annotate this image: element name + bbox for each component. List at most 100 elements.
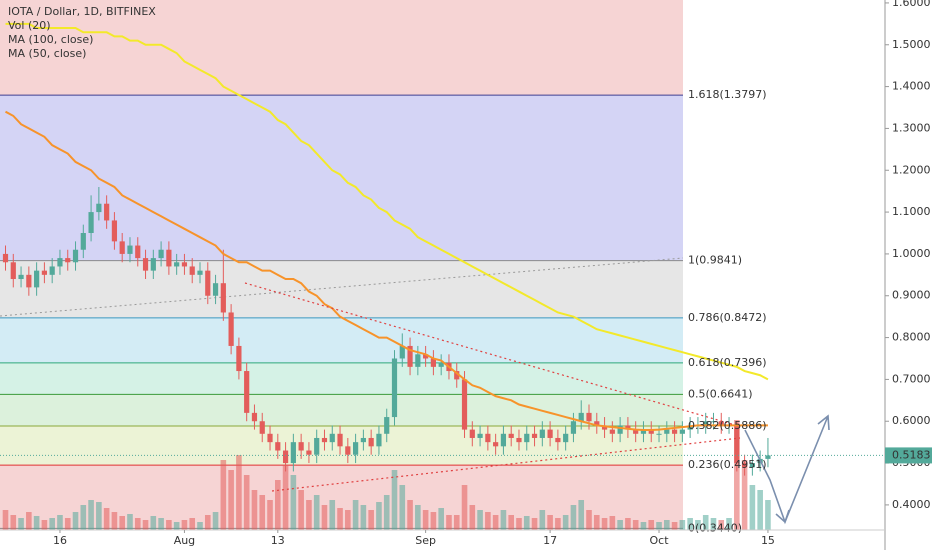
volume-bar: [88, 500, 94, 530]
volume-bar: [601, 518, 608, 530]
candle-body: [524, 433, 530, 443]
candle-body: [500, 433, 507, 447]
volume-bar: [399, 485, 406, 530]
y-tick-label: 0.6000: [892, 414, 931, 427]
volume-bar: [251, 490, 258, 530]
ma-line: [5, 110, 768, 432]
candle-body: [228, 312, 234, 346]
candle-body: [679, 429, 685, 434]
candle-body: [212, 283, 219, 296]
volume-bar: [656, 522, 662, 530]
candle-body: [469, 429, 475, 438]
volume-bar: [415, 505, 421, 530]
candle-body: [516, 437, 522, 443]
candle-body: [135, 245, 141, 259]
arrow-head: [817, 414, 830, 431]
candle-body: [578, 412, 584, 422]
candle-body: [321, 437, 328, 443]
candle-body: [664, 429, 670, 434]
volume-bar: [298, 490, 304, 530]
volume-bar: [96, 502, 102, 530]
candle-body: [298, 442, 304, 451]
candle-body: [640, 429, 647, 434]
volume-bar: [236, 455, 242, 530]
volume-bar: [757, 490, 763, 530]
fib-label: 0.236(0.4951): [688, 458, 767, 471]
fib-label: 1(0.9841): [688, 254, 742, 267]
fib-band: [0, 260, 683, 318]
volume-bar: [453, 515, 460, 530]
volume-bar: [127, 514, 133, 530]
volume-bar: [695, 520, 701, 530]
candle-body: [749, 463, 755, 468]
candle-body: [236, 345, 242, 372]
candle-body: [407, 345, 413, 367]
candle-body: [742, 463, 748, 468]
candle-body: [65, 258, 71, 263]
candle-body: [197, 270, 203, 275]
volume-bar: [578, 500, 585, 530]
candle-body: [353, 442, 359, 455]
volume-bar: [500, 510, 507, 530]
volume-bar: [531, 518, 538, 530]
candle-body: [49, 266, 55, 275]
trend-line: [244, 282, 736, 426]
volume-bar: [609, 516, 616, 530]
ma-line: [5, 22, 769, 381]
volume-bar: [461, 485, 468, 530]
volume-bar: [734, 420, 740, 530]
fib-label: 0.382(0.5886): [688, 419, 767, 432]
candle-body: [104, 203, 110, 221]
volume-bar: [181, 520, 188, 530]
volume-bar: [687, 518, 693, 530]
volume-bar: [306, 500, 312, 530]
candle-body: [119, 241, 125, 254]
fib-label: 0.5(0.6641): [688, 387, 753, 400]
volume-bar: [119, 516, 125, 530]
volume-bar: [321, 505, 328, 530]
candle-body: [734, 425, 740, 464]
volume-bar: [243, 475, 250, 530]
fib-label: 1.618(1.3797): [688, 88, 767, 101]
volume-bar: [383, 495, 390, 530]
volume-bar: [570, 505, 577, 530]
candle-body: [337, 433, 343, 447]
candle-body: [2, 253, 9, 263]
candle-body: [671, 429, 678, 434]
candle-body: [181, 262, 188, 267]
candle-body: [111, 220, 118, 242]
candle-body: [275, 442, 281, 451]
candle-body: [586, 412, 592, 422]
volume-bar: [391, 470, 398, 530]
y-tick-label: 0.4000: [892, 498, 931, 511]
volume-bar: [2, 510, 9, 530]
candle-body: [570, 421, 577, 434]
volume-bar: [41, 520, 48, 530]
x-tick-label: 13: [271, 534, 285, 547]
candle-body: [493, 442, 499, 447]
candle-body: [267, 433, 273, 443]
volume-bar: [516, 518, 522, 530]
volume-bar: [111, 512, 118, 530]
fib-label: 0.786(0.8472): [688, 311, 767, 324]
candle-body: [306, 450, 312, 455]
candle-body: [376, 433, 382, 447]
volume-bar: [555, 518, 561, 530]
trend-line: [271, 437, 741, 492]
candle-body: [461, 379, 468, 430]
volume-bar: [430, 512, 437, 530]
x-tick-label: Oct: [650, 534, 670, 547]
volume-bar: [313, 495, 320, 530]
candle-body: [88, 212, 94, 233]
last-price-label: 0.5183: [892, 448, 931, 461]
volume-bar: [26, 512, 32, 530]
y-tick-label: 1.0000: [892, 247, 931, 260]
candle-body: [251, 412, 258, 422]
volume-bar: [368, 510, 374, 530]
candle-body: [384, 417, 390, 434]
candle-body: [617, 425, 623, 434]
last-price-box: [885, 447, 932, 464]
volume-bar: [212, 512, 219, 530]
candle-body: [220, 283, 226, 313]
